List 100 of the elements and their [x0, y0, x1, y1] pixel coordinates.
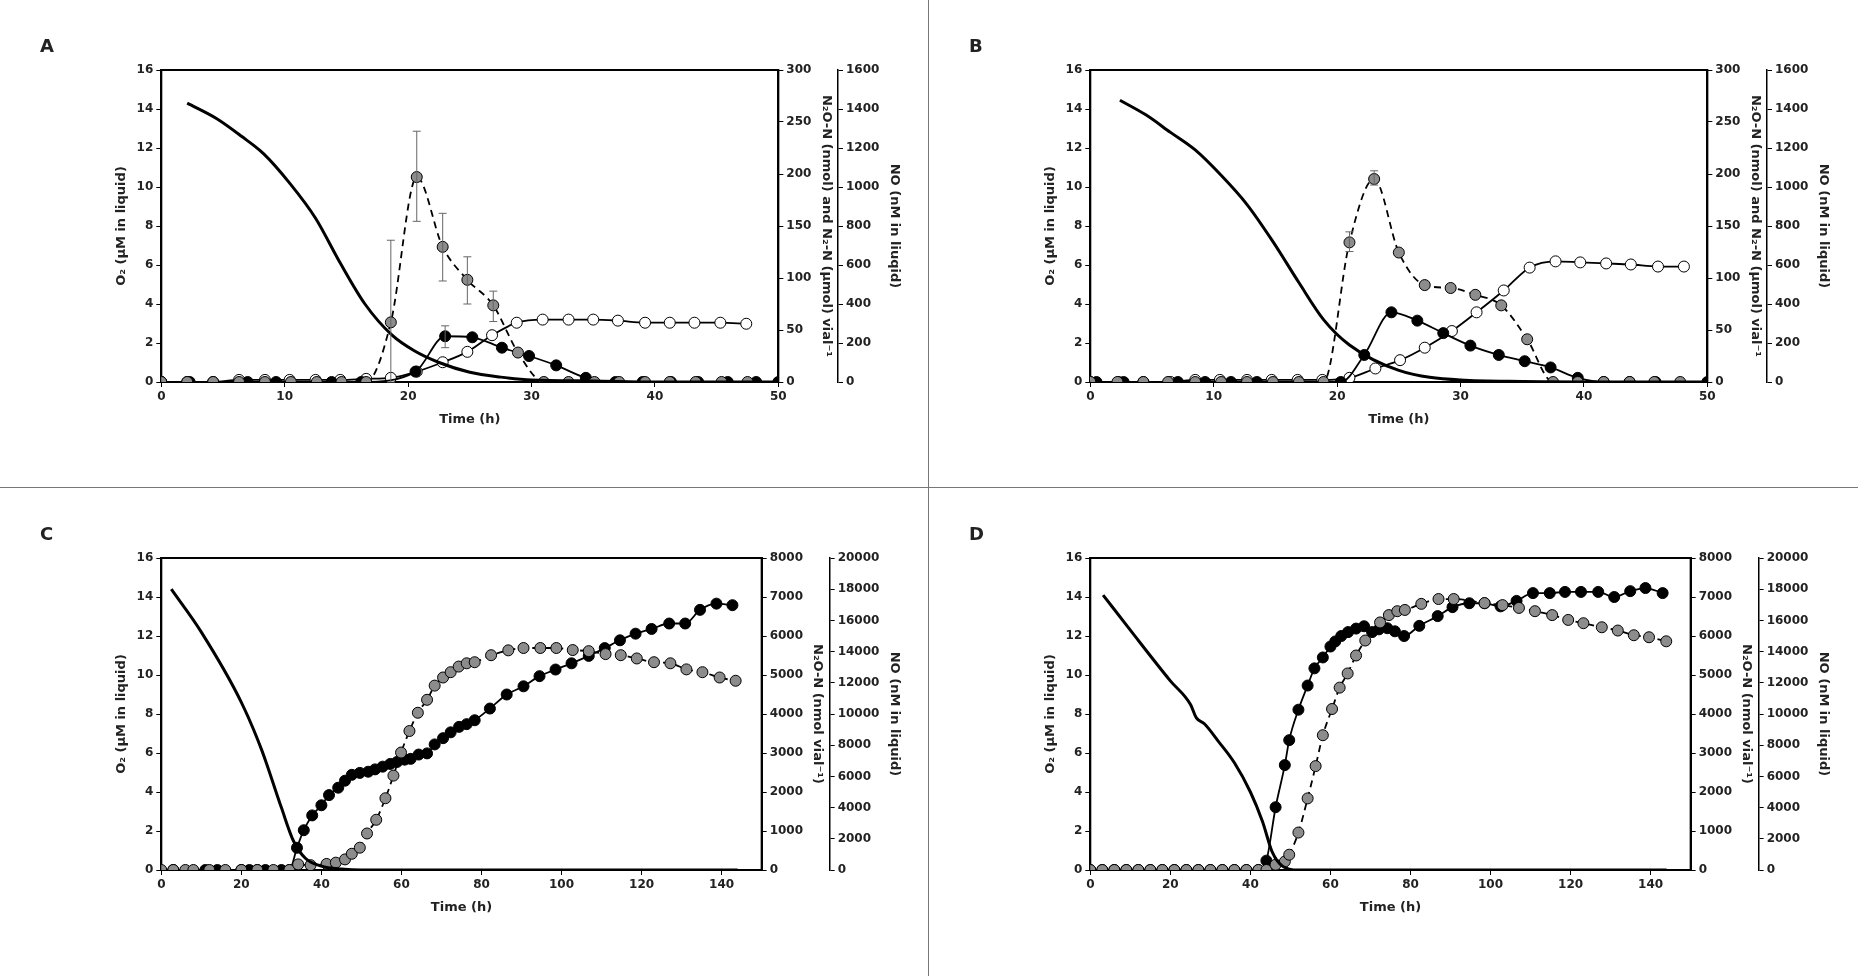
x-tick-label: 60 — [393, 877, 410, 892]
x-tick-label: 30 — [1452, 389, 1469, 404]
y2-tick-label: 0 — [786, 374, 795, 389]
chart-title: B — [969, 34, 983, 56]
y2-tick-label: 250 — [786, 114, 812, 129]
y2-tick-label: 7000 — [1698, 589, 1733, 604]
y-tick-label: 8 — [144, 218, 154, 233]
y2-tick-label: 6000 — [1698, 628, 1733, 643]
y3-tick-label: 1600 — [1775, 62, 1809, 77]
y2-axis-title: N₂O-N (nmol vial⁻¹) — [1740, 644, 1756, 784]
y2-tick-label: 1000 — [769, 823, 804, 838]
y3-tick-label: 0 — [1766, 862, 1776, 877]
x-tick-label: 20 — [399, 389, 417, 404]
y3-tick-label: 2000 — [1766, 830, 1801, 845]
y2-tick-label: 2000 — [1698, 784, 1733, 799]
y2-tick-label: 250 — [1715, 114, 1741, 129]
x-tick-label: 80 — [473, 877, 490, 892]
x-tick-label: 50 — [770, 389, 787, 404]
y2-axis-title: N₂O-N (nmol) and N₂-N (μmol) vial⁻¹ — [1748, 94, 1764, 358]
y3-tick-label: 1600 — [846, 62, 880, 77]
x-tick-label: 140 — [709, 877, 735, 892]
x-tick-label: 40 — [1242, 877, 1259, 892]
x-axis-title: Time (h) — [1368, 410, 1430, 426]
x-tick-label: 10 — [1205, 389, 1223, 404]
x-tick-label: 140 — [1638, 877, 1664, 892]
y-tick-label: 12 — [1065, 628, 1083, 643]
y3-tick-label: 6000 — [1766, 768, 1801, 783]
y3-tick-label: 1400 — [1775, 101, 1809, 116]
y2-tick-label: 8000 — [769, 550, 804, 565]
x-tick-label: 0 — [1086, 389, 1095, 404]
y2-tick-label: 150 — [786, 218, 812, 233]
x-tick-label: 50 — [1699, 389, 1716, 404]
y3-tick-label: 4000 — [1766, 799, 1801, 814]
y2-axis-title: N₂O-N (nmol) and N₂-N (μmol) vial⁻¹ — [819, 94, 835, 358]
x-tick-label: 0 — [157, 389, 166, 404]
y3-axis-title: NO (nM in liquid) — [887, 651, 903, 777]
y3-tick-label: 200 — [1775, 335, 1801, 350]
y-tick-label: 10 — [136, 179, 154, 194]
y-tick-label: 2 — [1073, 823, 1083, 838]
y-tick-label: 16 — [1065, 550, 1083, 565]
y3-tick-label: 10000 — [837, 706, 880, 721]
x-tick-label: 0 — [157, 877, 166, 892]
y2-tick-label: 100 — [786, 270, 812, 285]
y3-tick-label: 600 — [1775, 257, 1801, 272]
x-tick-label: 20 — [1328, 389, 1346, 404]
y-tick-label: 2 — [1073, 335, 1083, 350]
y3-tick-label: 8000 — [1766, 737, 1801, 752]
y-tick-label: 12 — [1065, 140, 1083, 155]
y3-tick-label: 8000 — [837, 737, 872, 752]
y2-tick-label: 200 — [786, 166, 812, 181]
y2-tick-label: 6000 — [769, 628, 804, 643]
y3-tick-label: 14000 — [1766, 643, 1809, 658]
x-tick-label: 120 — [1558, 877, 1584, 892]
y-tick-label: 16 — [136, 62, 154, 77]
y2-tick-label: 300 — [1715, 62, 1741, 77]
y3-tick-label: 800 — [846, 218, 872, 233]
y2-tick-label: 8000 — [1698, 550, 1733, 565]
x-tick-label: 80 — [1402, 877, 1419, 892]
y3-axis-title: NO (nM in liquid) — [1816, 651, 1832, 777]
y3-tick-label: 0 — [1775, 374, 1784, 389]
y2-tick-label: 200 — [1715, 166, 1741, 181]
chart-title: D — [969, 522, 984, 544]
y3-tick-label: 400 — [846, 296, 872, 311]
y2-tick-label: 1000 — [1698, 823, 1733, 838]
x-axis-title: Time (h) — [430, 898, 493, 914]
y-tick-label: 4 — [144, 784, 154, 799]
y3-tick-label: 6000 — [837, 768, 872, 783]
y3-axis-title: NO (nM in liuqid) — [887, 163, 903, 289]
x-tick-label: 100 — [1478, 877, 1504, 892]
y2-tick-label: 4000 — [769, 706, 804, 721]
y-tick-label: 2 — [144, 335, 154, 350]
y-tick-label: 12 — [136, 628, 154, 643]
y-tick-label: 14 — [1065, 589, 1083, 604]
y3-tick-label: 1200 — [1775, 140, 1809, 155]
y3-tick-label: 1400 — [846, 101, 880, 116]
y3-tick-label: 800 — [1775, 218, 1801, 233]
y3-tick-label: 20000 — [1766, 550, 1809, 565]
y3-tick-label: 1200 — [846, 140, 880, 155]
y-tick-label: 2 — [144, 823, 154, 838]
y3-tick-label: 1000 — [846, 179, 880, 194]
y3-tick-label: 0 — [846, 374, 855, 389]
x-tick-label: 40 — [646, 389, 664, 404]
y-axis-title: O₂ (μM in liquid) — [113, 166, 129, 286]
x-tick-label: 20 — [232, 877, 250, 892]
y3-tick-label: 14000 — [837, 643, 880, 658]
y-tick-label: 12 — [136, 140, 154, 155]
y3-tick-label: 2000 — [837, 830, 872, 845]
y3-tick-label: 200 — [846, 335, 872, 350]
y3-tick-label: 16000 — [1766, 612, 1809, 627]
chart-title: C — [40, 522, 54, 544]
y-tick-label: 0 — [144, 374, 154, 389]
y2-tick-label: 7000 — [769, 589, 804, 604]
x-tick-label: 100 — [549, 877, 575, 892]
x-tick-label: 40 — [1575, 389, 1593, 404]
y3-tick-label: 16000 — [837, 612, 880, 627]
y3-tick-label: 10000 — [1766, 706, 1809, 721]
y3-tick-label: 600 — [846, 257, 872, 272]
chart-title: A — [40, 34, 54, 56]
y-tick-label: 8 — [1073, 218, 1083, 233]
y-tick-label: 14 — [136, 101, 154, 116]
